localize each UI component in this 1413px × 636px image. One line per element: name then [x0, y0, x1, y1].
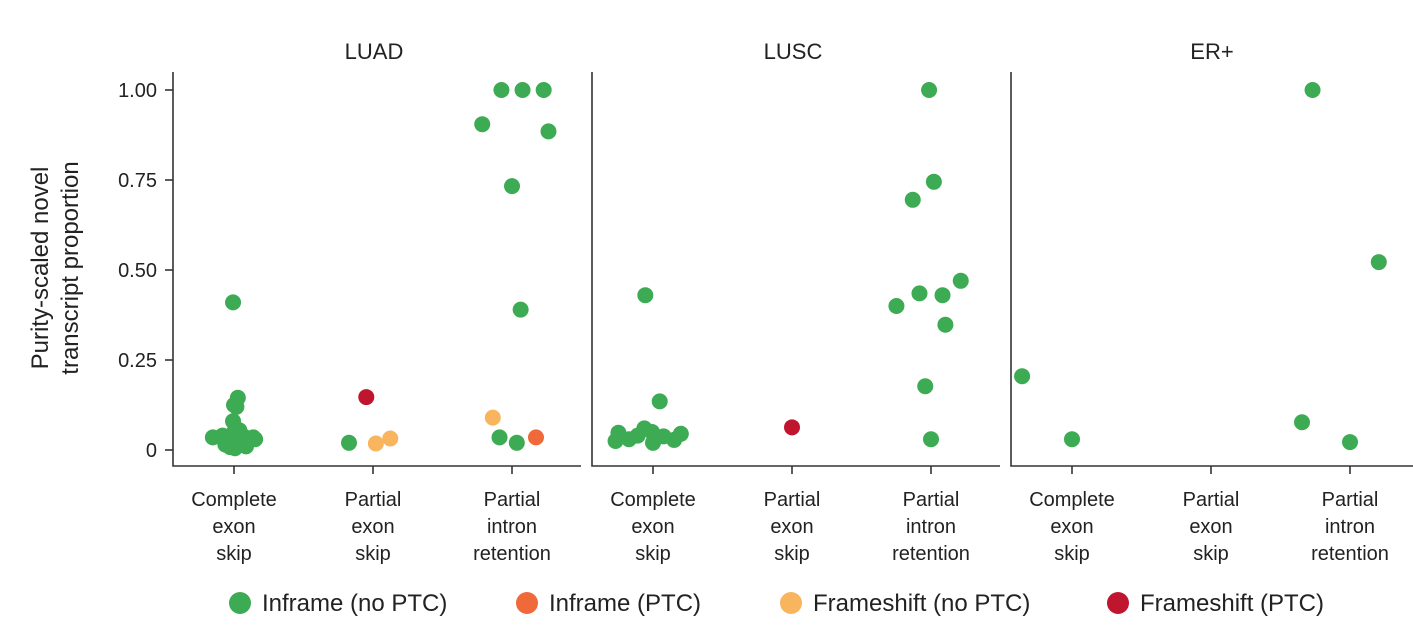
data-point-inframe-no-ptc [925, 173, 942, 190]
x-tick-label: exon [351, 516, 394, 538]
axis-lines [1010, 72, 1413, 467]
data-point-frameshift-ptc [358, 389, 375, 406]
data-point-inframe-no-ptc [341, 434, 357, 451]
data-point-frameshift-no-ptc [484, 409, 501, 426]
legend-label-frameshift-ptc: Frameshift (PTC) [1140, 590, 1324, 617]
data-point-inframe-no-ptc [1304, 82, 1321, 98]
panel-title: LUSC [764, 39, 823, 64]
y-axis-label-group: Purity-scaled novel transcript proportio… [27, 161, 84, 374]
y-tick-label: 0.75 [118, 170, 157, 192]
legend-marker-inframe-no-ptc [229, 592, 251, 614]
data-point-inframe-no-ptc [923, 431, 939, 448]
data-point-inframe-no-ptc [535, 82, 552, 98]
x-tick-label: Partial [764, 489, 821, 511]
legend-marker-inframe-ptc [516, 592, 538, 614]
data-point-inframe-no-ptc [204, 429, 221, 446]
data-point-inframe-no-ptc [491, 429, 508, 446]
data-point-inframe-no-ptc [1342, 434, 1358, 451]
x-tick-label: skip [1193, 543, 1229, 565]
data-point-inframe-no-ptc [1014, 368, 1031, 385]
data-point-inframe-no-ptc [934, 287, 951, 304]
data-point-inframe-no-ptc [508, 434, 525, 451]
data-point-inframe-no-ptc [666, 431, 683, 448]
x-tick-label: exon [770, 516, 813, 538]
x-tick-label: retention [1311, 543, 1389, 565]
x-tick-label: exon [631, 516, 674, 538]
chart-panels: LUAD Complete exon skip Partial exon skip Parti… [118, 39, 1413, 565]
axis-lines [172, 72, 581, 467]
x-tick-label: skip [355, 543, 391, 565]
x-tick-label: retention [892, 543, 970, 565]
data-point-inframe-no-ptc [637, 287, 654, 304]
data-point-inframe-no-ptc [952, 272, 969, 289]
x-tick-label: Partial [1322, 489, 1379, 511]
y-tick-label: 0 [146, 440, 157, 462]
legend-label-frameshift-no-ptc: Frameshift (no PTC) [813, 590, 1030, 617]
panel-title: ER+ [1190, 39, 1233, 64]
data-point-inframe-no-ptc [888, 298, 905, 314]
data-point-inframe-no-ptc [645, 434, 661, 451]
x-tick-label: Partial [484, 489, 541, 511]
data-point-inframe-no-ptc [504, 178, 520, 195]
data-point-inframe-no-ptc [540, 123, 557, 140]
panel-luad: LUAD Complete exon skip Partial exon skip Parti… [118, 39, 581, 565]
data-point-frameshift-no-ptc [382, 430, 399, 447]
data-point-inframe-no-ptc [607, 433, 624, 449]
x-tick-label: skip [1054, 543, 1090, 565]
data-point-frameshift-no-ptc [367, 435, 384, 452]
legend-label-inframe-no-ptc: Inframe (no PTC) [262, 590, 447, 617]
axis-lines [591, 72, 1000, 467]
y-tick-label: 0.50 [118, 260, 157, 282]
x-tick-label: Complete [1029, 489, 1115, 511]
data-point-inframe-no-ptc [512, 301, 529, 318]
data-point-inframe-no-ptc [1294, 414, 1310, 431]
x-tick-label: Complete [191, 489, 277, 511]
x-tick-label: intron [487, 516, 537, 538]
data-point-inframe-no-ptc [937, 316, 954, 333]
panel-lusc: LUSC Complete exon skip Partial exon skip Parti… [591, 39, 1000, 565]
data-point-inframe-no-ptc [493, 82, 510, 98]
x-tick-label: skip [774, 543, 810, 565]
x-tick-label: exon [1189, 516, 1232, 538]
y-tick-label: 0.25 [118, 350, 157, 372]
x-tick-label: exon [1050, 516, 1093, 538]
data-point-inframe-no-ptc [225, 294, 242, 311]
y-axis-label-line-2: transcript proportion [57, 161, 84, 374]
x-tick-label: Partial [345, 489, 402, 511]
data-point-inframe-ptc [528, 429, 544, 446]
data-point-inframe-no-ptc [1064, 431, 1080, 448]
data-point-inframe-no-ptc [621, 431, 637, 448]
data-point-inframe-no-ptc [911, 285, 928, 302]
data-point-inframe-no-ptc [921, 82, 938, 98]
legend-label-inframe-ptc: Inframe (PTC) [549, 590, 701, 617]
data-point-inframe-no-ptc [226, 440, 243, 457]
legend-marker-frameshift-no-ptc [780, 592, 802, 614]
x-tick-label: retention [473, 543, 551, 565]
x-tick-label: Complete [610, 489, 696, 511]
data-point-inframe-no-ptc [917, 378, 934, 395]
data-point-inframe-no-ptc [904, 191, 921, 208]
y-axis-label-line-1: Purity-scaled novel [27, 167, 54, 370]
x-tick-label: intron [1325, 516, 1375, 538]
x-tick-label: intron [906, 516, 956, 538]
data-point-inframe-no-ptc [651, 393, 668, 410]
legend-marker-frameshift-ptc [1107, 592, 1129, 614]
x-tick-label: Partial [903, 489, 960, 511]
data-point-inframe-no-ptc [514, 82, 531, 98]
x-tick-label: Partial [1183, 489, 1240, 511]
x-tick-label: skip [216, 543, 252, 565]
data-point-inframe-no-ptc [474, 116, 491, 133]
data-point-inframe-no-ptc [1370, 254, 1387, 271]
x-tick-label: exon [212, 516, 255, 538]
panel-title: LUAD [345, 39, 404, 64]
data-point-frameshift-ptc [784, 419, 800, 436]
panel-er-: ER+ Complete exon skip Partial exon skip Partia… [1010, 39, 1413, 565]
y-tick-label: 1.00 [118, 80, 157, 102]
data-point-inframe-no-ptc [228, 398, 245, 415]
x-tick-label: skip [635, 543, 671, 565]
legend: Inframe (no PTC) Inframe (PTC) Frameshift … [229, 590, 1324, 617]
